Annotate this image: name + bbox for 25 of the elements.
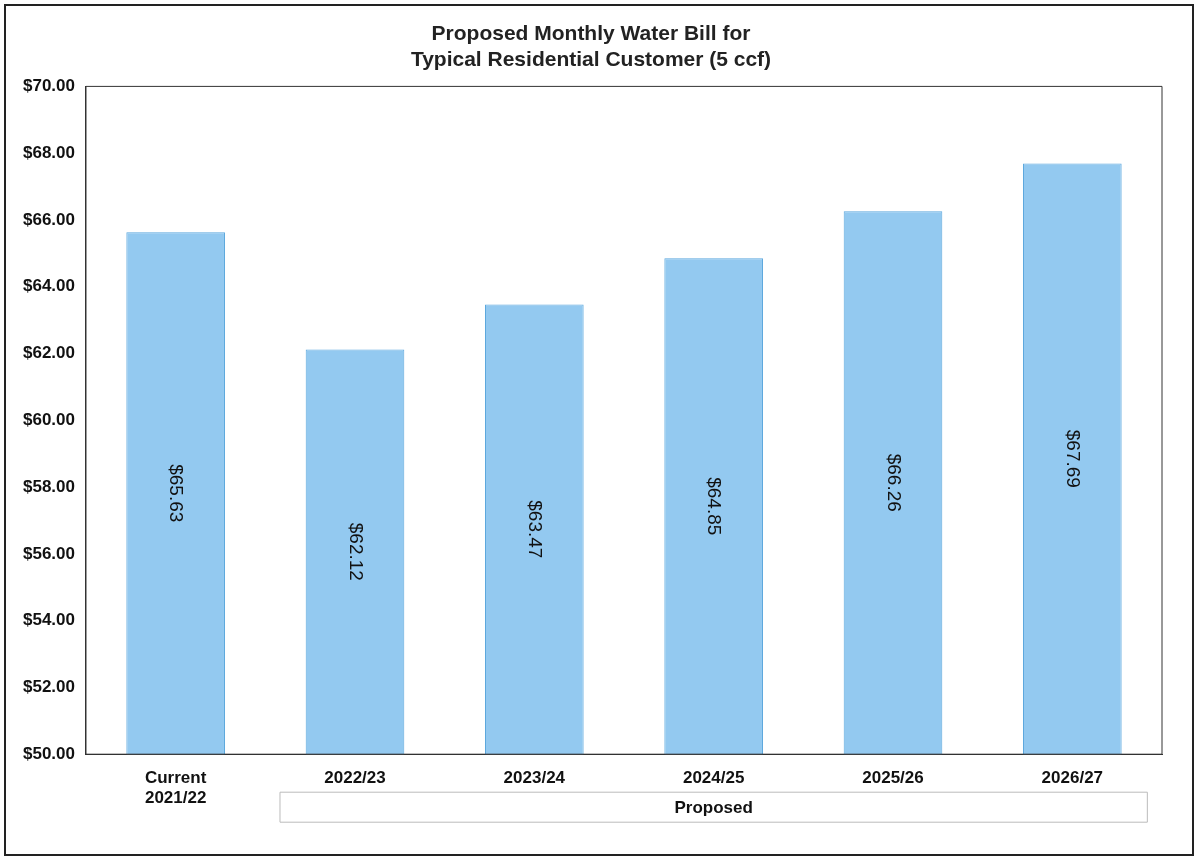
- y-tick-label: $56.00: [23, 543, 75, 563]
- y-tick-label: $54.00: [23, 610, 75, 630]
- x-tick-label: Current 2021/22: [144, 768, 207, 808]
- x-tick-label: 2023/24: [503, 768, 566, 788]
- text: Proposed: [674, 797, 753, 817]
- x-tick-label: 2024/25: [682, 768, 745, 788]
- chart-title: Proposed Monthly Water Bill for Typical Residential Customer (5 ccf): [410, 21, 772, 70]
- y-tick-label: $58.00: [23, 476, 75, 496]
- y-tick-label: $60.00: [23, 409, 75, 429]
- y-tick-label: $70.00: [23, 76, 75, 96]
- y-tick-label: $50.00: [23, 743, 75, 763]
- data-label: $63.47: [525, 500, 547, 559]
- data-label: $64.85: [704, 477, 726, 536]
- y-tick-label: $52.00: [23, 677, 75, 697]
- data-label: $62.12: [345, 522, 367, 581]
- data-label: $65.63: [166, 464, 188, 523]
- y-tick-label: $64.00: [23, 276, 75, 296]
- x-tick-label: 2025/26: [862, 768, 924, 788]
- y-tick-label: $68.00: [23, 142, 75, 162]
- x-tick-label: 2022/23: [324, 768, 386, 788]
- y-tick-label: $66.00: [23, 209, 75, 229]
- data-label: $66.26: [883, 453, 905, 512]
- data-label: $67.69: [1063, 429, 1085, 488]
- x-tick-label: 2026/27: [1041, 768, 1104, 788]
- y-tick-label: $62.00: [23, 343, 75, 363]
